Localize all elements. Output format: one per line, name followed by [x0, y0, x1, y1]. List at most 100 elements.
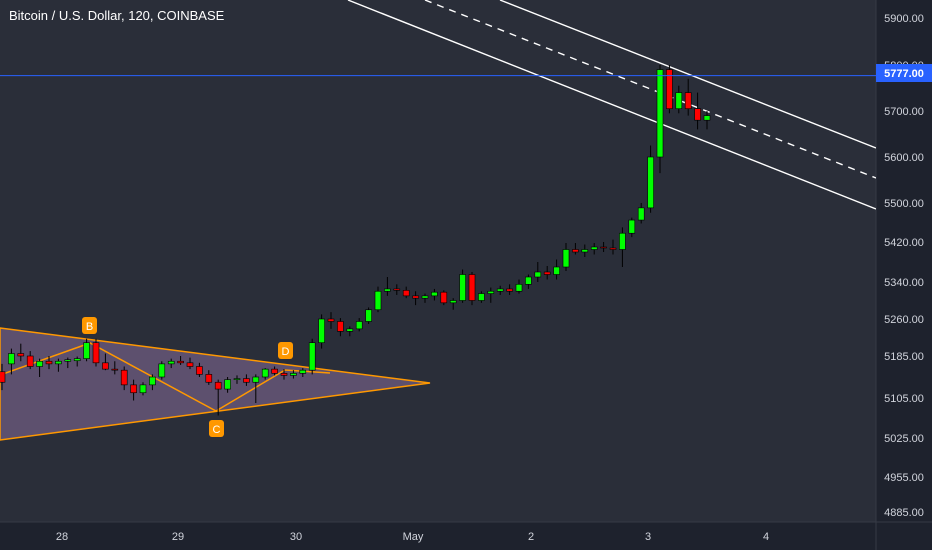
candle: [205, 370, 213, 385]
candle: [675, 85, 683, 114]
candle: [26, 351, 34, 370]
candle: [515, 279, 523, 294]
candle: [92, 338, 100, 367]
candle-body-up: [431, 291, 438, 297]
candle-body-up: [459, 274, 466, 301]
candle: [214, 379, 222, 416]
candle: [534, 262, 542, 282]
candle-body-up: [261, 368, 269, 378]
price-tick-label: 5420.00: [884, 237, 924, 249]
current-price-label: 5777.00: [884, 68, 924, 80]
candle-body-down: [393, 288, 401, 291]
candle-body-up: [355, 321, 363, 330]
candle-body-up: [374, 290, 382, 311]
candle: [412, 291, 419, 306]
candle-body-up: [299, 369, 307, 374]
candle-group: [0, 65, 711, 416]
candle-body-up: [478, 293, 485, 301]
plot-background: [0, 0, 876, 522]
candle-body-up: [167, 360, 175, 365]
candle: [158, 361, 166, 380]
candle-body-up: [675, 92, 683, 109]
point-b-marker: B: [82, 317, 97, 334]
candle: [196, 362, 203, 377]
candle: [637, 203, 645, 224]
candle-body-up: [318, 318, 325, 343]
candle-body-down: [468, 274, 476, 301]
time-tick-label: 2: [528, 531, 534, 543]
candle: [449, 298, 457, 310]
candle: [402, 286, 410, 299]
candle-body-up: [64, 359, 72, 362]
candle-body-up: [647, 156, 654, 209]
candle-body-up: [656, 69, 664, 158]
candle: [130, 379, 137, 401]
candle: [271, 366, 278, 376]
candle-body-down: [214, 381, 222, 390]
candle: [393, 284, 401, 295]
price-tick-label: 4955.00: [884, 472, 924, 484]
candle-body-down: [45, 360, 53, 365]
price-tick-label: 5185.00: [884, 351, 924, 363]
price-axis: [876, 0, 932, 550]
candle-body-up: [487, 290, 495, 294]
current-price-badge: 5777.00: [876, 64, 932, 82]
candle-body-up: [36, 360, 43, 367]
candle-body-down: [440, 291, 448, 304]
candle-body-down: [111, 368, 119, 371]
candle-body-down: [506, 288, 513, 292]
candle: [83, 338, 90, 362]
candle: [327, 312, 335, 329]
point-c-label: C: [213, 424, 221, 436]
candle-body-down: [543, 271, 551, 275]
price-tick-label: 5900.00: [884, 13, 924, 25]
candle-body-down: [280, 373, 288, 376]
candle: [666, 65, 673, 114]
candle-body-up: [308, 342, 316, 371]
point-d-marker: D: [278, 342, 293, 359]
candle: [318, 314, 325, 349]
candle-body-down: [130, 384, 137, 394]
candle: [73, 356, 81, 367]
candle-body-up: [496, 288, 504, 292]
candle-body-up: [703, 115, 711, 121]
candle: [177, 356, 184, 365]
price-tick-label: 5260.00: [884, 314, 924, 326]
candle: [553, 259, 560, 280]
candle-body-down: [26, 355, 34, 367]
candle-body-down: [694, 108, 701, 121]
candle-body-up: [149, 376, 156, 386]
candle-body-down: [600, 246, 607, 249]
candle-body-up: [290, 373, 297, 376]
candle: [421, 293, 429, 303]
candle-body-up: [590, 246, 598, 250]
candle-body-up: [83, 342, 90, 359]
candle-body-down: [177, 360, 184, 364]
candle-body-down: [327, 318, 335, 322]
candle: [374, 286, 382, 313]
candle-body-up: [224, 379, 231, 390]
time-tick-label: 30: [290, 531, 302, 543]
candle-body-up: [515, 284, 523, 292]
price-tick-label: 4885.00: [884, 507, 924, 519]
candle: [167, 358, 175, 369]
candle: [139, 382, 147, 396]
candle: [252, 374, 260, 403]
candle: [17, 343, 25, 362]
candle-body-down: [337, 321, 344, 332]
candle: [562, 243, 570, 271]
time-tick-label: 4: [763, 531, 769, 543]
candle: [487, 287, 495, 303]
candle: [619, 227, 626, 267]
candle: [55, 358, 62, 372]
price-tick-label: 5600.00: [884, 152, 924, 164]
candle-body-down: [120, 369, 128, 386]
candle-body-up: [365, 309, 372, 322]
candle: [149, 374, 156, 391]
candle-body-up: [55, 360, 62, 365]
candle: [600, 242, 607, 252]
candle-body-down: [102, 362, 109, 370]
time-axis: [0, 522, 932, 550]
